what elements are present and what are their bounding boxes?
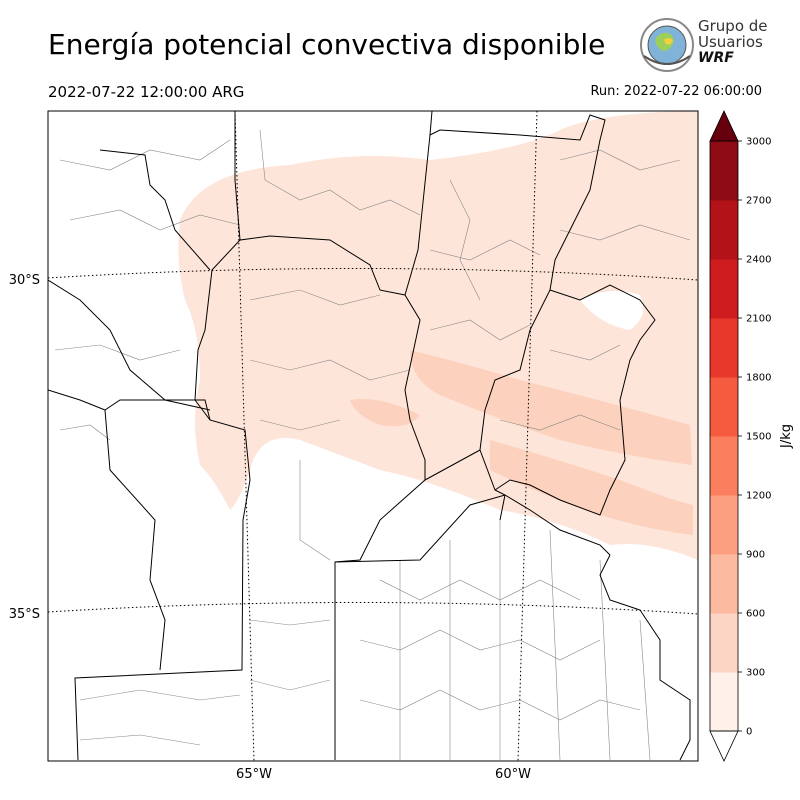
- colorbar-tick-label: 300: [746, 668, 765, 679]
- cape-shading: [178, 111, 698, 560]
- colorbar-under-arrow: [709, 730, 739, 762]
- logo-text: Grupo de Usuarios WRF: [698, 18, 768, 66]
- colorbar-over-arrow: [709, 110, 739, 142]
- colorbar-segment: [710, 672, 738, 732]
- colorbar-tick-label: 2400: [746, 255, 771, 266]
- colorbar-segment: [710, 318, 738, 378]
- colorbar-tick-label: 600: [746, 609, 765, 620]
- cape-region-mid-3: [350, 399, 420, 427]
- colorbar-ticks: 0 300 600 900 1200 1500 1800 2100 2400 2700 3000: [738, 137, 771, 738]
- colorbar-tick-label: 1800: [746, 373, 771, 384]
- globe-seal-icon: [640, 18, 694, 72]
- colorbar-tick-label: 1200: [746, 491, 771, 502]
- graticule: [48, 111, 698, 761]
- lat-label-30s: 30°S: [9, 273, 40, 288]
- colorbar-segment: [710, 141, 738, 201]
- logo-line-1: Grupo de: [698, 17, 768, 35]
- cape-region-mid-1: [410, 350, 692, 465]
- logo-line-3: WRF: [698, 50, 734, 66]
- lat-label-35s: 35°S: [9, 607, 40, 622]
- run-time: Run: 2022-07-22 06:00:00: [590, 84, 762, 99]
- colorbar-unit-label: J/kg: [779, 424, 794, 449]
- province-boundaries: [48, 111, 691, 761]
- colorbar-segment: [710, 259, 738, 319]
- cape-region-mid-2: [490, 440, 693, 535]
- map-title: Energía potencial convectiva disponible: [48, 28, 606, 61]
- colorbar-segment: [710, 200, 738, 260]
- cape-region-low: [178, 111, 698, 560]
- colorbar-segment: [710, 377, 738, 437]
- colorbar-tick-label: 2100: [746, 314, 771, 325]
- lon-label-60w: 60°W: [495, 767, 531, 782]
- colorbar-tick-label: 2700: [746, 196, 771, 207]
- colorbar-segment: [710, 436, 738, 496]
- colorbar-segment: [710, 613, 738, 673]
- map-frame: [47, 110, 699, 762]
- logo-line-2: Usuarios: [698, 33, 763, 51]
- lon-label-65w: 65°W: [236, 767, 272, 782]
- cape-gap-1: [580, 291, 644, 330]
- colorbar: [710, 141, 738, 732]
- valid-time: 2022-07-22 12:00:00 ARG: [48, 83, 245, 101]
- colorbar-frame: [709, 140, 739, 732]
- colorbar-tick-label: 0: [746, 727, 752, 738]
- colorbar-tick-label: 900: [746, 550, 765, 561]
- colorbar-segment: [710, 495, 738, 555]
- colorbar-tick-label: 1500: [746, 432, 771, 443]
- department-boundaries: [54, 129, 691, 761]
- colorbar-segment: [710, 554, 738, 614]
- wrf-logo: Grupo de Usuarios WRF: [638, 16, 768, 76]
- colorbar-tick-label: 3000: [746, 137, 771, 148]
